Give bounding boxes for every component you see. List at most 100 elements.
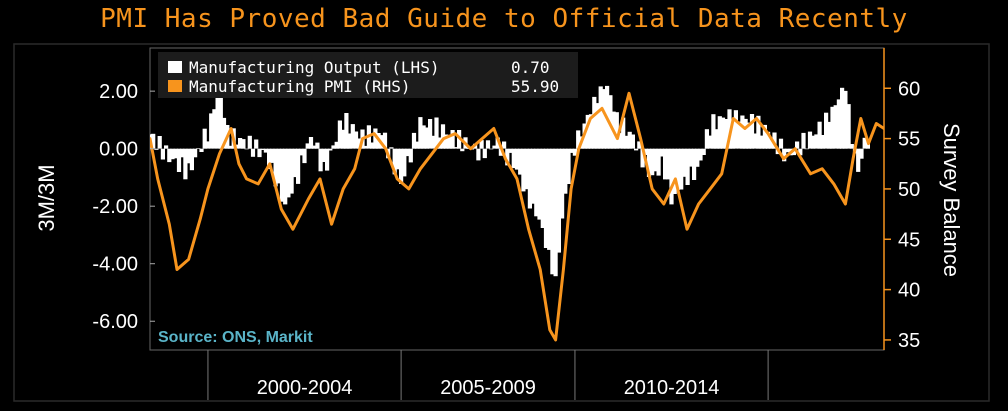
output-bar [421,125,426,149]
output-bar [453,147,458,149]
output-bar [447,136,452,149]
output-bar [588,114,594,149]
legend-swatch-output [168,61,182,73]
output-bar [527,148,532,209]
output-bar [444,134,449,149]
output-bar [701,148,706,155]
output-bar [737,121,742,149]
x-axis: 2000-2004 2005-2009 2010-2014 [207,350,769,400]
output-bar [260,148,265,150]
legend-label-output: Manufacturing Output (LHS) [189,58,439,77]
output-bar [840,87,845,149]
output-bar [302,148,307,164]
output-bar [289,148,294,194]
output-bar [495,137,500,149]
output-bar [205,141,210,149]
output-bar [650,148,655,176]
output-bar [547,148,552,250]
output-bar [659,148,664,157]
legend-value-pmi: 55.90 [511,77,559,96]
output-bar [856,148,861,172]
period-label: 2005-2009 [440,377,536,399]
output-bar [189,148,194,171]
output-bar [279,148,285,202]
output-bar [257,148,262,158]
output-bar [296,148,301,184]
output-bar [325,148,330,171]
output-bar [215,92,220,149]
output-bar [292,148,297,178]
output-bar [798,148,803,156]
output-bar [389,147,394,149]
output-bar [749,114,755,149]
output-bar [321,148,326,162]
output-bar [228,145,233,149]
output-bar [759,135,764,149]
output-bar [328,148,333,151]
output-bar [782,148,787,162]
output-bar [247,135,252,149]
output-bar [424,127,429,149]
output-bar [428,119,433,149]
output-bar [209,113,214,149]
output-bar [418,117,423,149]
output-bar [846,104,851,149]
left-tick-label: -2.00 [92,196,138,218]
left-tick-label: 2.00 [99,81,138,103]
output-bar [267,148,272,169]
right-tick-label: 35 [898,330,920,352]
output-bar [621,117,626,149]
output-bar [524,148,529,190]
legend-label-pmi: Manufacturing PMI (RHS) [189,77,411,96]
output-bar [176,148,182,172]
output-bar [234,144,239,149]
output-bar [862,137,867,149]
pmi-line [150,91,884,342]
output-bar [399,148,404,184]
output-bar [476,148,481,161]
output-bar [434,117,439,149]
output-bar [167,148,172,163]
output-bar [331,145,336,149]
output-bar [402,148,407,177]
output-bar [498,148,503,156]
output-bar [180,148,185,158]
output-bar [811,135,816,149]
output-bar [312,145,317,149]
output-bars [150,85,870,277]
output-bar [804,148,809,150]
output-bar [154,148,159,150]
output-bar [643,148,648,155]
output-bar [411,132,417,149]
right-axis: 60 55 50 45 40 35 [884,78,920,352]
output-bar [807,131,813,149]
output-bar [849,144,854,149]
output-bar [276,148,281,184]
output-bar [270,148,275,163]
output-bar [663,148,668,180]
output-bar [824,112,829,149]
output-bar [318,148,323,172]
output-bar [353,131,359,149]
output-bar [556,148,561,253]
output-bar [492,145,497,149]
output-bar [724,119,729,149]
output-bar [833,105,838,149]
output-bar [173,148,178,159]
output-bar [843,90,848,149]
output-bar [344,113,349,149]
output-bar [640,148,645,168]
output-bar [299,148,304,156]
output-bar [521,148,526,192]
output-bar [743,118,748,149]
output-bar [540,148,545,228]
output-bar [518,148,523,175]
output-bar [164,145,169,149]
output-bar [482,148,487,159]
output-bar [685,148,690,185]
output-bar [508,148,513,153]
right-tick-label: 40 [898,280,920,302]
output-bar [769,139,774,149]
output-bar [624,135,629,149]
output-bar [157,136,162,149]
